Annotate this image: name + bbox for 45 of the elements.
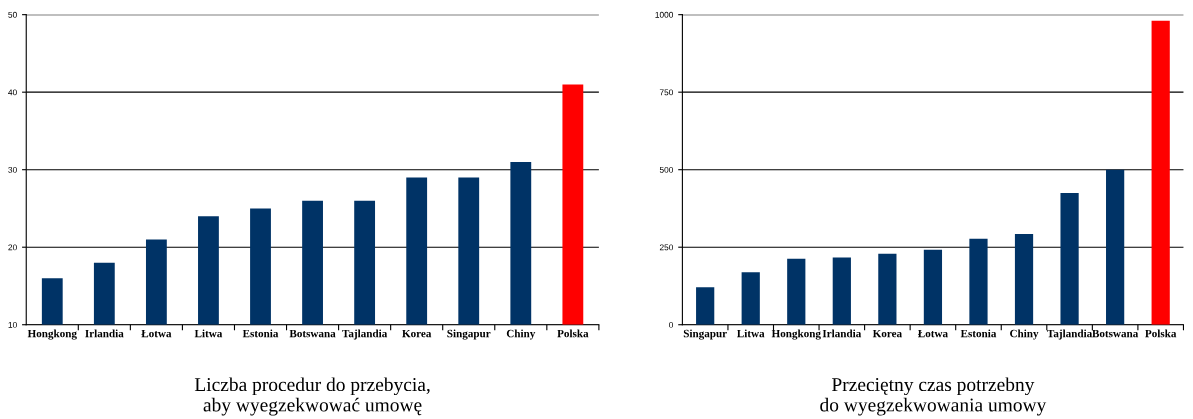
- x-tick-label: Tajlandia: [1047, 329, 1093, 340]
- y-tick-label: 40: [8, 89, 17, 96]
- bar: [787, 258, 806, 325]
- bar: [923, 249, 943, 325]
- y-tick-label: 0: [669, 321, 674, 328]
- bar: [1060, 192, 1079, 325]
- x-tick-label: Singapur: [683, 329, 727, 340]
- x-tick-label: Korea: [402, 329, 432, 338]
- bar: [878, 253, 897, 325]
- x-tick-label: Łotwa: [917, 329, 948, 338]
- x-tick-label: Polska: [557, 329, 589, 338]
- y-tick-label: 20: [8, 244, 17, 251]
- y-tick-label: 1000: [655, 11, 674, 18]
- y-tick-label: 750: [659, 89, 674, 96]
- x-tick-label: Estonia: [960, 329, 997, 338]
- x-tick-label: Hongkong: [771, 329, 821, 340]
- bar: [741, 272, 760, 325]
- x-tick-label: Tajlandia: [342, 329, 388, 340]
- x-tick-label: Polska: [1145, 329, 1177, 338]
- x-tick-label: Singapur: [447, 329, 491, 340]
- x-tick-label: Hongkong: [27, 329, 77, 340]
- y-tick-label: 500: [659, 166, 674, 173]
- bar: [696, 287, 715, 325]
- bar: [1106, 169, 1125, 325]
- y-tick-label: 250: [659, 244, 674, 251]
- bar: [832, 257, 851, 325]
- x-tick-label: Chiny: [506, 329, 536, 340]
- x-tick-label: Estonia: [242, 329, 279, 338]
- x-tick-label: Litwa: [194, 329, 223, 338]
- y-tick-label: 30: [8, 166, 17, 173]
- bar: [1014, 233, 1034, 325]
- bar: [1151, 20, 1170, 325]
- x-tick-label: Korea: [872, 329, 902, 338]
- x-tick-label: Irlandia: [85, 329, 124, 338]
- x-tick-label: Litwa: [737, 329, 765, 338]
- x-tick-label: Łotwa: [141, 329, 172, 338]
- y-tick-label: 50: [8, 11, 17, 18]
- text: Liczba procedur do przebycia, aby wyegzekwować umowę: [194, 377, 430, 416]
- text: Przeciętny czas potrzebny do wyegzekwowania umowy: [820, 377, 1047, 416]
- y-tick-label: 10: [8, 321, 17, 328]
- x-tick-label: Irlandia: [822, 329, 862, 338]
- x-tick-label: Chiny: [1010, 329, 1039, 340]
- bar: [969, 238, 988, 325]
- x-tick-label: Botswana: [1092, 329, 1139, 338]
- x-tick-label: Botswana: [289, 329, 336, 338]
